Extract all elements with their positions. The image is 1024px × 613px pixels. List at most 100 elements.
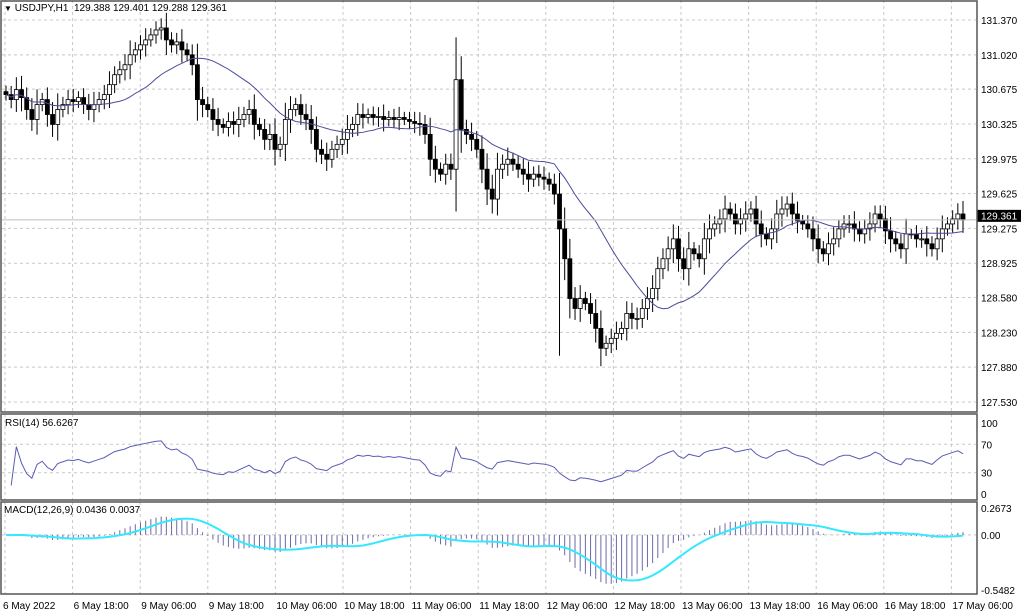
candle-body (453, 79, 459, 170)
candle-body (329, 148, 335, 160)
candle-body (660, 258, 666, 270)
candle-body (288, 109, 293, 120)
price-tick-label: 131.370 (981, 16, 1018, 27)
candle-body (479, 148, 485, 170)
candle-body (50, 114, 55, 125)
candle-body (386, 117, 392, 120)
candle-body (293, 104, 299, 110)
candle-body (769, 228, 774, 240)
candle-body (696, 253, 702, 260)
high-value: 129.401 (112, 3, 150, 14)
candle-body (112, 74, 118, 86)
candle-body (277, 143, 283, 150)
price-tick-label: 129.975 (981, 155, 1018, 166)
time-tick-label: 10 May 18:00 (344, 601, 405, 612)
candle-body (215, 119, 221, 125)
candle-body (893, 238, 899, 245)
symbol-label: USDJPY,H1 (14, 3, 69, 14)
candle-body (143, 39, 149, 46)
candle-body (365, 114, 371, 118)
candle-body (588, 303, 593, 314)
current-price-box (977, 209, 1021, 222)
candle-body (582, 298, 588, 304)
time-tick-label: 17 May 06:00 (952, 601, 1013, 612)
candle-body (898, 243, 904, 250)
panel-border (0, 501, 978, 595)
candle-body (629, 313, 635, 319)
candle-body (929, 243, 935, 250)
rsi-line (10, 440, 964, 486)
candle-body (888, 230, 893, 240)
candle-body (805, 223, 811, 230)
candle-body (536, 173, 542, 178)
candle-body (44, 99, 50, 115)
rsi-label: RSI(14) 56.6267 (5, 418, 79, 429)
candle-body (107, 84, 112, 96)
candle-body (650, 288, 656, 299)
candle-body (272, 134, 278, 150)
candle-body (862, 228, 868, 235)
candle-body (883, 218, 888, 232)
candle-body (24, 97, 30, 110)
candle-body (158, 27, 164, 31)
candle-body (412, 121, 418, 124)
price-tick-label: 129.625 (981, 190, 1018, 201)
candle-body (934, 238, 940, 250)
candle-body (960, 213, 966, 221)
candle-body (670, 238, 676, 250)
candle-body (748, 208, 754, 215)
candle-body (608, 337, 614, 344)
candle-body (484, 168, 490, 190)
candle-body (179, 41, 185, 51)
candle-body (282, 119, 288, 145)
close-value: 129.361 (190, 3, 227, 14)
candle-body (65, 99, 71, 105)
candle-body (241, 114, 247, 120)
candle-body (639, 308, 645, 319)
open-value: 129.388 (74, 3, 111, 14)
candle-body (76, 97, 81, 102)
candle-body (303, 114, 309, 120)
candle-body (738, 218, 743, 225)
time-tick-label: 12 May 06:00 (547, 601, 608, 612)
time-tick-label: 16 May 06:00 (817, 601, 878, 612)
candle-body (526, 173, 531, 180)
candle-body (820, 248, 826, 255)
candle-body (903, 233, 909, 250)
price-tick-label: 127.880 (981, 363, 1018, 374)
candle-body (267, 134, 273, 140)
candle-body (101, 94, 107, 100)
time-tick-label: 6 May 2022 (3, 601, 56, 612)
macd-tick-label: -0.5482 (981, 586, 1015, 597)
candle-body (722, 208, 728, 220)
candle-body (707, 228, 712, 240)
candle-body (950, 218, 956, 225)
candle-body (138, 44, 143, 51)
panel-border (0, 413, 978, 501)
candle-body (758, 223, 764, 235)
time-tick-label: 9 May 18:00 (209, 601, 264, 612)
candle-body (939, 228, 945, 240)
axis-labels: 131.370 131.020 130.675 130.325 129.975 129.6… (3, 16, 1018, 612)
candle-body (764, 233, 769, 240)
rsi-tick-label: 100 (981, 419, 998, 430)
candle-body (205, 104, 211, 110)
candle-body (872, 213, 878, 225)
candle-body (867, 223, 873, 230)
candle-body (562, 228, 568, 260)
candle-body (603, 342, 609, 349)
candle-body (577, 298, 583, 309)
candle-body (598, 327, 604, 349)
candle-body (313, 129, 319, 150)
candle-body (701, 238, 707, 260)
candle-body (924, 238, 930, 245)
triangle-down-icon[interactable]: ▼ (4, 4, 12, 13)
time-tick-label: 13 May 06:00 (682, 601, 743, 612)
candle-body (70, 99, 76, 102)
panel-frames (0, 0, 978, 595)
candle-body (712, 223, 718, 230)
candle-body (551, 183, 557, 195)
price-tick-label: 128.925 (981, 259, 1018, 270)
candle-body (593, 313, 599, 329)
